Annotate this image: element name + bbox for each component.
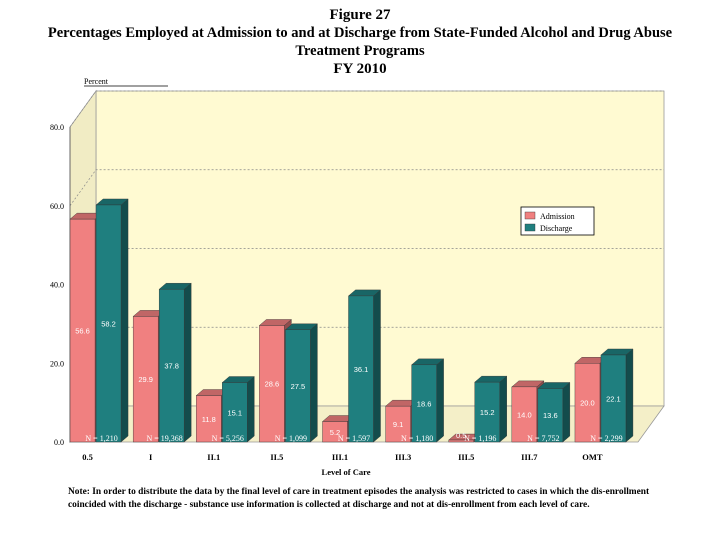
x-tick-label: III.7 bbox=[521, 452, 538, 462]
x-tick-label: III.1 bbox=[332, 452, 348, 462]
discharge-value-label: 27.5 bbox=[291, 382, 306, 391]
n-label: N = 1,210 bbox=[85, 434, 117, 443]
admission-bar bbox=[69, 218, 96, 443]
admission-bar bbox=[448, 439, 474, 443]
x-tick-label: III.5 bbox=[458, 452, 474, 462]
admission-value-label: 28.6 bbox=[265, 380, 280, 389]
discharge-bar bbox=[474, 381, 500, 443]
admission-value-label: 5.2 bbox=[330, 428, 340, 437]
n-label: N = 19,368 bbox=[147, 434, 183, 443]
x-tick-label: OMT bbox=[582, 452, 603, 462]
x-tick-label: II.5 bbox=[270, 452, 283, 462]
footnote: Note: In order to distribute the data by… bbox=[68, 487, 650, 510]
discharge-value-label: 58.2 bbox=[101, 319, 116, 328]
admission-bar bbox=[196, 395, 222, 443]
discharge-bar bbox=[411, 364, 437, 443]
figure-title: Percentages Employed at Admission to and… bbox=[47, 25, 673, 59]
admission-bar bbox=[259, 325, 285, 443]
bar-side bbox=[499, 375, 507, 443]
discharge-bar bbox=[348, 295, 374, 443]
admission-value-label: 20.0 bbox=[580, 399, 595, 408]
discharge-value-label: 37.8 bbox=[164, 362, 179, 371]
discharge-bar bbox=[95, 204, 122, 443]
n-label: N = 7,752 bbox=[527, 434, 559, 443]
n-label: N = 5,256 bbox=[212, 434, 244, 443]
gridline bbox=[69, 169, 664, 206]
figure-year: FY 2010 bbox=[333, 61, 387, 77]
discharge-bar bbox=[600, 354, 627, 443]
bar-side bbox=[310, 323, 318, 443]
y-tick-label: 20.0 bbox=[50, 359, 64, 368]
n-label: N = 1,180 bbox=[401, 434, 433, 443]
admission-value-label: 56.6 bbox=[75, 327, 90, 336]
n-label: N = 1,597 bbox=[338, 434, 370, 443]
bar-side bbox=[373, 289, 381, 443]
discharge-value-label: 18.6 bbox=[417, 399, 432, 408]
n-label: N = 2,299 bbox=[590, 434, 622, 443]
figure-title-block: Figure 27 Percentages Employed at Admiss… bbox=[0, 6, 720, 78]
bar-side bbox=[120, 198, 129, 443]
discharge-value-label: 13.6 bbox=[543, 411, 558, 420]
discharge-value-label: 22.1 bbox=[606, 394, 621, 403]
discharge-bar bbox=[222, 382, 248, 443]
y-tick-label: 80.0 bbox=[50, 123, 64, 132]
admission-value-label: 29.9 bbox=[138, 375, 153, 384]
x-tick-label: 0.5 bbox=[82, 452, 93, 462]
discharge-value-label: 15.2 bbox=[480, 408, 495, 417]
n-label: N = 1,099 bbox=[275, 434, 307, 443]
bar-side bbox=[247, 376, 255, 443]
x-axis-label: Level of Care bbox=[322, 467, 371, 477]
legend-label: Discharge bbox=[540, 224, 573, 233]
admission-bar bbox=[322, 421, 348, 443]
discharge-value-label: 15.1 bbox=[227, 408, 242, 417]
admission-bar bbox=[511, 386, 538, 443]
discharge-bar bbox=[285, 329, 311, 443]
gridline bbox=[69, 90, 664, 128]
admission-bar bbox=[574, 363, 601, 443]
discharge-bar bbox=[537, 388, 564, 443]
admission-bar bbox=[385, 405, 411, 443]
y-axis-label: Percent bbox=[84, 77, 109, 86]
admission-value-label: 11.8 bbox=[202, 415, 216, 424]
bar-side bbox=[562, 382, 571, 443]
n-label: N = 1,196 bbox=[464, 434, 496, 443]
y-tick-label: 40.0 bbox=[50, 281, 64, 290]
x-tick-label: III.3 bbox=[395, 452, 411, 462]
discharge-value-label: 36.1 bbox=[354, 365, 369, 374]
legend-label: Admission bbox=[540, 212, 575, 221]
figure-number: Figure 27 bbox=[329, 7, 391, 23]
x-tick-label: II.1 bbox=[207, 452, 220, 462]
discharge-bar bbox=[158, 289, 185, 443]
admission-value-label: 0.5 bbox=[456, 431, 466, 440]
y-tick-label: 0.0 bbox=[54, 438, 64, 447]
y-tick-label: 60.0 bbox=[50, 202, 64, 211]
bar-side bbox=[436, 358, 444, 443]
bar-side bbox=[183, 282, 192, 443]
legend-swatch bbox=[524, 211, 536, 220]
admission-value-label: 14.0 bbox=[517, 410, 532, 419]
admission-bar bbox=[132, 316, 159, 443]
legend-swatch bbox=[524, 223, 536, 232]
admission-value-label: 9.1 bbox=[393, 420, 403, 429]
x-tick-label: I bbox=[149, 452, 153, 462]
bar-side bbox=[625, 348, 634, 443]
